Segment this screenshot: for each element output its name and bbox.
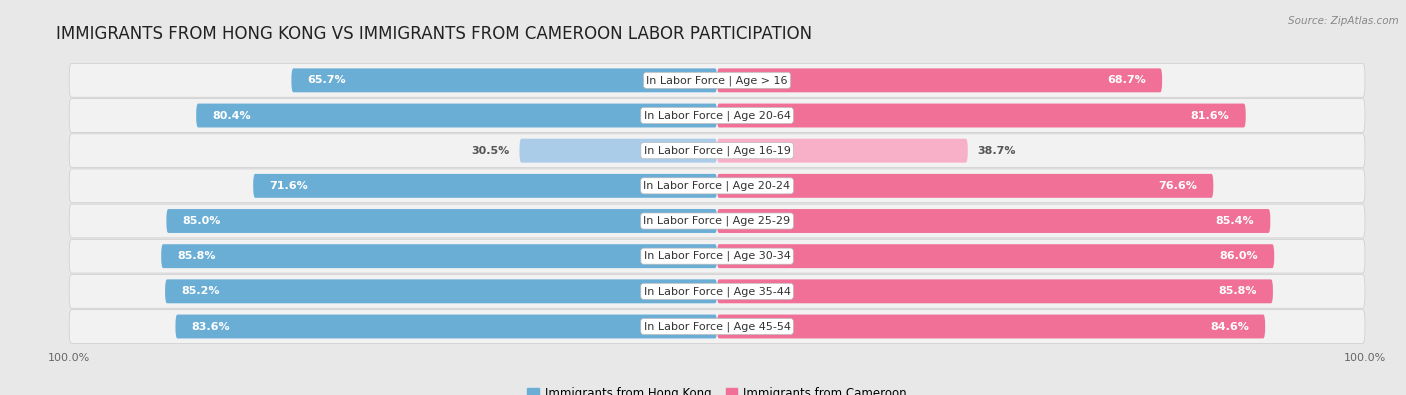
- FancyBboxPatch shape: [69, 134, 1365, 167]
- Text: 85.8%: 85.8%: [1218, 286, 1257, 296]
- Text: In Labor Force | Age 45-54: In Labor Force | Age 45-54: [644, 321, 790, 332]
- FancyBboxPatch shape: [69, 275, 1365, 308]
- Legend: Immigrants from Hong Kong, Immigrants from Cameroon: Immigrants from Hong Kong, Immigrants fr…: [523, 383, 911, 395]
- FancyBboxPatch shape: [717, 314, 1265, 339]
- FancyBboxPatch shape: [253, 174, 717, 198]
- FancyBboxPatch shape: [69, 169, 1365, 203]
- FancyBboxPatch shape: [717, 174, 1213, 198]
- Text: 71.6%: 71.6%: [270, 181, 308, 191]
- Text: In Labor Force | Age 30-34: In Labor Force | Age 30-34: [644, 251, 790, 261]
- FancyBboxPatch shape: [69, 99, 1365, 132]
- FancyBboxPatch shape: [69, 64, 1365, 97]
- FancyBboxPatch shape: [165, 279, 717, 303]
- FancyBboxPatch shape: [519, 139, 717, 163]
- FancyBboxPatch shape: [291, 68, 717, 92]
- Text: In Labor Force | Age 16-19: In Labor Force | Age 16-19: [644, 145, 790, 156]
- Text: 86.0%: 86.0%: [1219, 251, 1258, 261]
- Text: 85.0%: 85.0%: [183, 216, 221, 226]
- FancyBboxPatch shape: [69, 239, 1365, 273]
- FancyBboxPatch shape: [717, 103, 1246, 128]
- Text: In Labor Force | Age 20-24: In Labor Force | Age 20-24: [644, 181, 790, 191]
- Text: 85.4%: 85.4%: [1216, 216, 1254, 226]
- FancyBboxPatch shape: [717, 68, 1163, 92]
- Text: 85.8%: 85.8%: [177, 251, 217, 261]
- Text: 30.5%: 30.5%: [471, 146, 510, 156]
- Text: IMMIGRANTS FROM HONG KONG VS IMMIGRANTS FROM CAMEROON LABOR PARTICIPATION: IMMIGRANTS FROM HONG KONG VS IMMIGRANTS …: [56, 25, 813, 43]
- FancyBboxPatch shape: [717, 209, 1271, 233]
- FancyBboxPatch shape: [162, 244, 717, 268]
- Text: In Labor Force | Age 35-44: In Labor Force | Age 35-44: [644, 286, 790, 297]
- FancyBboxPatch shape: [197, 103, 717, 128]
- Text: 68.7%: 68.7%: [1107, 75, 1146, 85]
- Text: 38.7%: 38.7%: [977, 146, 1017, 156]
- Text: 81.6%: 81.6%: [1191, 111, 1229, 120]
- Text: 65.7%: 65.7%: [308, 75, 346, 85]
- Text: 80.4%: 80.4%: [212, 111, 252, 120]
- FancyBboxPatch shape: [69, 310, 1365, 343]
- FancyBboxPatch shape: [717, 279, 1272, 303]
- Text: In Labor Force | Age 25-29: In Labor Force | Age 25-29: [644, 216, 790, 226]
- Text: Source: ZipAtlas.com: Source: ZipAtlas.com: [1288, 16, 1399, 26]
- Text: 85.2%: 85.2%: [181, 286, 219, 296]
- FancyBboxPatch shape: [176, 314, 717, 339]
- Text: 83.6%: 83.6%: [191, 322, 231, 331]
- Text: 76.6%: 76.6%: [1159, 181, 1197, 191]
- FancyBboxPatch shape: [69, 204, 1365, 238]
- FancyBboxPatch shape: [166, 209, 717, 233]
- FancyBboxPatch shape: [717, 244, 1274, 268]
- FancyBboxPatch shape: [717, 139, 967, 163]
- Text: In Labor Force | Age > 16: In Labor Force | Age > 16: [647, 75, 787, 86]
- Text: 84.6%: 84.6%: [1211, 322, 1249, 331]
- Text: In Labor Force | Age 20-64: In Labor Force | Age 20-64: [644, 110, 790, 121]
